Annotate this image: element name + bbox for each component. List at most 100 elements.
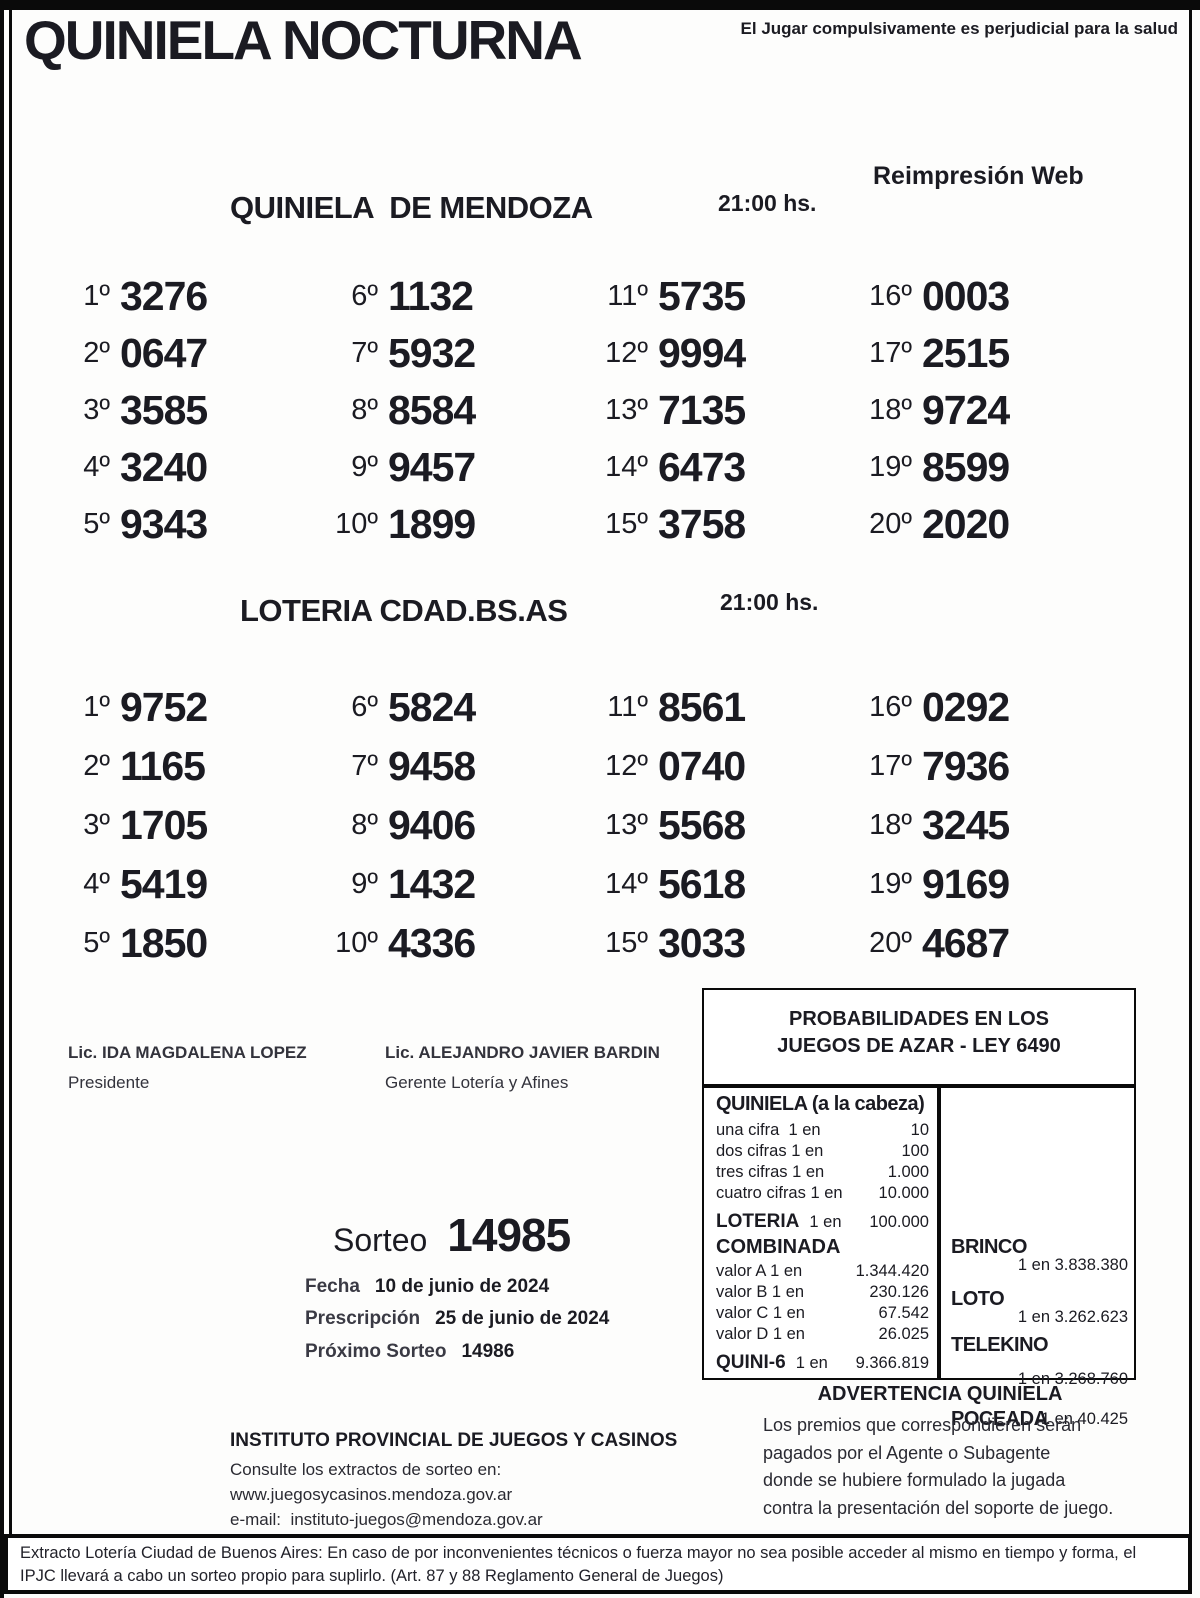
result-number: 1705 [120,802,208,848]
result-position: 9º [351,868,378,900]
frame-right-border [1189,10,1192,1592]
result-number: 5568 [658,802,746,848]
odds-value: 100.000 [869,1213,929,1231]
result-cell: 20º 4687 [852,914,1010,973]
probabilities-left-column: QUINIELA (a la cabeza) una cifra 1 en 10 d… [704,1088,941,1378]
advertencia-line: donde se hubiere formulado la jugada [763,1470,1066,1490]
game-name: BRINCO [951,1236,1027,1258]
odds-row: valor B 1 en 230.126 [716,1282,929,1303]
results-column: 11º 8561 12º 0740 13º 5568 14º 5618 15º 3033 [588,678,746,973]
frame-top-border [0,0,1200,10]
quini6-odds-row: QUINI-6 1 en 9.366.819 [716,1352,929,1374]
results-column: 6º 1132 7º 5932 8º 8584 9º 9457 10º 1899 [318,268,476,553]
proximo-sorteo-label: Próximo Sorteo [305,1341,447,1362]
result-cell: 15º 3033 [588,914,746,973]
prescription-row: Prescripción 25 de junio de 2024 [305,1308,609,1330]
sorteo-number: 14985 [447,1209,571,1261]
result-number: 5824 [388,684,476,730]
result-position: 8º [351,394,378,426]
combinada-header: COMBINADA [716,1236,841,1258]
result-cell: 5º 9343 [50,496,208,553]
odds-label: valor B 1 en [716,1283,805,1301]
result-cell: 4º 3240 [50,439,208,496]
result-cell: 4º 5419 [50,855,208,914]
results-column: 16º 0003 17º 2515 18º 9724 19º 8599 20º 2020 [852,268,1010,553]
result-position: 20º [869,508,912,540]
result-cell: 17º 2515 [852,325,1010,382]
result-cell: 5º 1850 [50,914,208,973]
result-position: 5º [83,927,110,959]
odds-row: cuatro cifras 1 en 10.000 [716,1183,929,1204]
result-cell: 14º 5618 [588,855,746,914]
result-cell: 6º 5824 [318,678,476,737]
result-cell: 16º 0292 [852,678,1010,737]
result-position: 6º [351,280,378,312]
results-column: 1º 9752 2º 1165 3º 1705 4º 5419 5º 1850 [50,678,208,973]
result-number: 3240 [120,444,208,490]
result-number: 1132 [388,273,474,319]
bsas-draw-time: 21:00 hs. [720,589,819,615]
result-number: 5932 [388,330,476,376]
result-number: 6473 [658,444,746,490]
odds-label: valor D 1 en [716,1325,805,1343]
result-cell: 3º 1705 [50,796,208,855]
probabilities-title: PROBABILIDADES EN LOS JUEGOS DE AZAR - L… [704,990,1134,1088]
sorteo-label: Sorteo [333,1222,428,1258]
result-number: 9752 [120,684,208,730]
result-number: 3276 [120,273,208,319]
odds-label: dos cifras 1 en [716,1142,824,1160]
result-cell: 9º 9457 [318,439,476,496]
prescripcion-label: Prescripción [305,1308,421,1329]
result-number: 4687 [922,920,1010,966]
result-number: 9724 [922,387,1010,433]
advertencia-line: contra la presentación del soporte de ju… [763,1497,1114,1518]
advertencia-title: ADVERTENCIA QUINIELA [817,1383,1063,1405]
game-name: POCEADA [951,1408,1048,1430]
odds-row: valor C 1 en 67.542 [716,1303,929,1324]
bsas-section-title: LOTERIA CDAD.BS.AS [240,593,568,628]
result-number: 9994 [658,330,746,376]
results-column: 11º 5735 12º 9994 13º 7135 14º 6473 15º 3758 [588,268,746,553]
institute-name: INSTITUTO PROVINCIAL DE JUEGOS Y CASINOS [230,1430,678,1451]
odds-label: valor A 1 en [716,1262,803,1280]
odds-row: una cifra 1 en 10 [716,1120,929,1141]
result-cell: 16º 0003 [852,268,1010,325]
odds-value: 100 [901,1142,929,1160]
game-odds: 1 en 3.262.623 [1017,1308,1128,1326]
result-position: 18º [869,809,912,841]
result-cell: 15º 3758 [588,496,746,553]
result-number: 8584 [388,387,476,433]
result-cell: 13º 7135 [588,382,746,439]
result-position: 17º [869,337,912,369]
result-cell: 9º 1432 [318,855,476,914]
result-position: 9º [351,451,378,483]
result-position: 2º [83,750,110,782]
odds-value: 230.126 [869,1283,929,1301]
probabilities-right-column: BRINCO 1 en 3.838.380 LOTO 1 en 3.262.623 TE… [941,1088,1134,1430]
result-position: 10º [335,927,378,959]
result-position: 4º [83,868,110,900]
result-position: 19º [869,868,912,900]
result-cell: 1º 3276 [50,268,208,325]
prescripcion-value: 25 de junio de 2024 [435,1308,610,1329]
frame-left-inner-border [9,10,12,1594]
odds-row: dos cifras 1 en 100 [716,1141,929,1162]
result-position: 11º [607,280,648,312]
result-number: 8599 [922,444,1010,490]
odds-row: valor A 1 en 1.344.420 [716,1261,929,1282]
game-name: QUINI-6 [716,1352,786,1373]
result-position: 5º [83,508,110,540]
result-cell: 3º 3585 [50,382,208,439]
results-column: 16º 0292 17º 7936 18º 3245 19º 9169 20º 4687 [852,678,1010,973]
next-draw-row: Próximo Sorteo 14986 [305,1341,514,1363]
result-cell: 10º 1899 [318,496,476,553]
odds-prefix: 1 en [795,1354,828,1372]
result-number: 3585 [120,387,208,433]
result-position: 12º [605,750,648,782]
result-position: 1º [83,280,110,312]
result-cell: 7º 5932 [318,325,476,382]
result-number: 2020 [922,501,1010,547]
result-number: 3245 [922,802,1010,848]
result-position: 12º [605,337,648,369]
